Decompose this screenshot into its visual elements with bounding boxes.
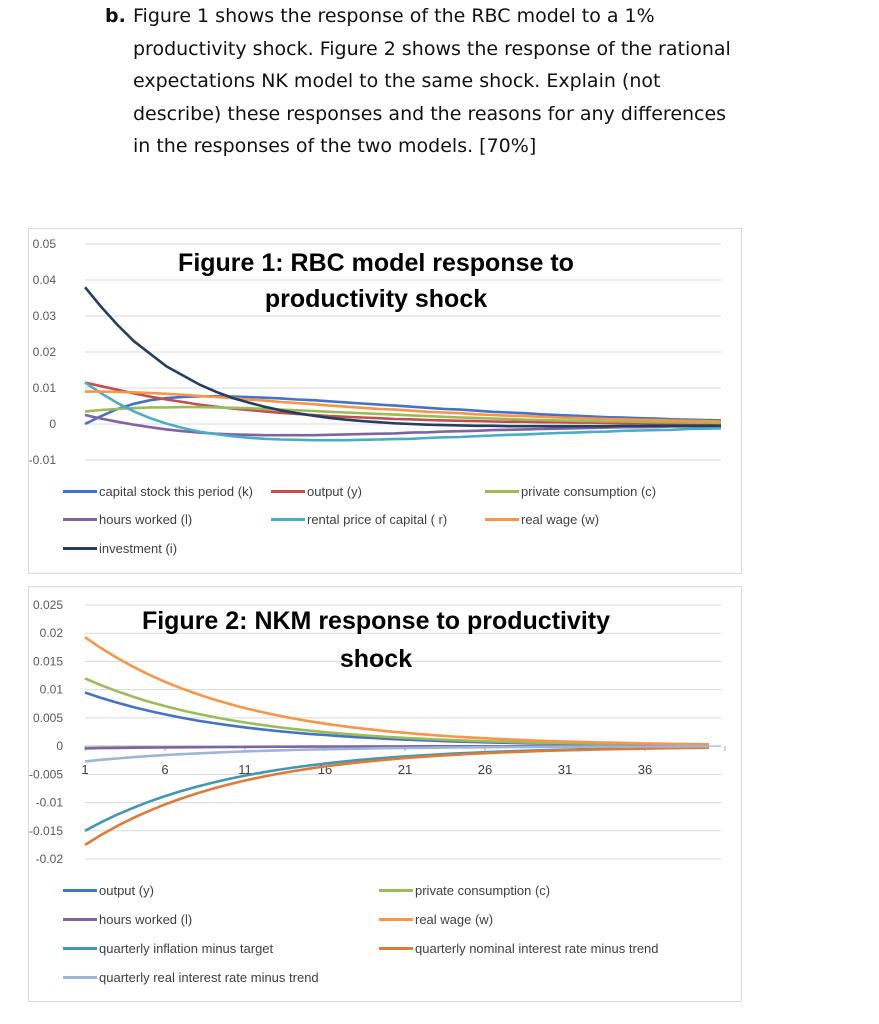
- y-tick-label: -0.01: [36, 796, 64, 810]
- series-line-6: [84, 745, 710, 763]
- x-tick-label: 1: [81, 762, 88, 777]
- legend-item: real wage (w): [379, 912, 493, 927]
- legend-swatch: [485, 518, 519, 521]
- legend-item: hours worked (l): [63, 912, 192, 927]
- legend-label: investment (i): [99, 541, 178, 556]
- legend-swatch: [379, 947, 413, 950]
- legend-swatch: [63, 918, 97, 921]
- legend-label: real wage (w): [521, 512, 600, 527]
- legend-swatch: [63, 947, 97, 950]
- figure-2-chart: 0.025 0.02 0.015 0.01 0.005 0 -0.005 -0.01 -0.01…: [28, 586, 742, 1002]
- series-line-4: [84, 381, 722, 442]
- chart-title: shock: [340, 645, 412, 673]
- legend-swatch: [271, 518, 305, 521]
- series-line-6: [83, 286, 721, 428]
- legend-swatch: [63, 976, 97, 979]
- legend-swatch: [63, 490, 97, 493]
- legend-item: quarterly inflation minus target: [63, 941, 273, 956]
- legend-swatch: [379, 918, 413, 921]
- y-tick-label: 0.05: [33, 237, 57, 251]
- chart-title: Figure 1: RBC model response to: [178, 249, 574, 277]
- legend-label: hours worked (l): [99, 512, 193, 527]
- question-line: expectations NK model to the same shock.…: [133, 70, 661, 92]
- legend-label: output (y): [99, 883, 154, 898]
- series-line-5: [85, 390, 722, 423]
- legend-label: real wage (w): [415, 912, 494, 927]
- legend-swatch: [63, 518, 97, 521]
- legend-label: rental price of capital ( r): [307, 512, 448, 527]
- question-line: in the responses of the two models. [70%…: [133, 135, 537, 157]
- series-line-2: [84, 405, 722, 425]
- chart-title: productivity shock: [265, 285, 487, 313]
- series-line-1: [84, 381, 722, 425]
- legend-item: private consumption (c): [379, 883, 550, 898]
- question-line: Figure 1 shows the response of the RBC m…: [133, 5, 655, 27]
- legend-label: output (y): [307, 484, 362, 499]
- y-tick-label: 0.025: [33, 598, 63, 612]
- series-line-1: [84, 677, 710, 747]
- y-tick-label: 0: [56, 739, 63, 753]
- y-tick-label: 0.04: [33, 273, 57, 287]
- legend-label: quarterly nominal interest rate minus tr…: [415, 941, 659, 956]
- y-tick-label: -0.02: [36, 852, 64, 866]
- x-tick-label: 21: [398, 762, 412, 777]
- y-tick-label: 0.02: [33, 345, 57, 359]
- y-tick-label: -0.01: [29, 453, 56, 467]
- y-tick-label: 0.005: [33, 711, 63, 725]
- legend-label: hours worked (l): [99, 912, 193, 927]
- legend-swatch: [379, 889, 413, 892]
- legend-swatch: [271, 490, 305, 493]
- legend-item: hours worked (l): [63, 512, 192, 527]
- question-text: Figure 1 shows the response of the RBC m…: [133, 0, 813, 163]
- legend-item: investment (i): [63, 541, 177, 556]
- y-tick-label: 0.03: [33, 309, 57, 323]
- legend-item: rental price of capital ( r): [271, 512, 447, 527]
- legend-item: output (y): [271, 484, 362, 499]
- question-line: productivity shock. Figure 2 shows the r…: [133, 37, 731, 60]
- legend-swatch: [63, 547, 97, 550]
- y-tick-label: 0.01: [33, 381, 57, 395]
- legend-label: quarterly real interest rate minus trend: [99, 970, 319, 985]
- x-tick-label: 26: [478, 762, 492, 777]
- legend-label: quarterly inflation minus target: [99, 941, 274, 956]
- y-tick-label: -0.005: [29, 767, 63, 781]
- legend-label: private consumption (c): [415, 883, 551, 898]
- legend-item: capital stock this period (k): [63, 484, 253, 499]
- chart-title: Figure 2: NKM response to productivity: [142, 607, 610, 635]
- series-line-3: [84, 636, 710, 746]
- legend-item: private consumption (c): [485, 484, 656, 499]
- figure-2-plot: 0.025 0.02 0.015 0.01 0.005 0 -0.005 -0.01 -0.01…: [29, 598, 726, 866]
- y-tick-label: 0.01: [40, 683, 64, 697]
- question-label: b.: [105, 5, 126, 27]
- x-tick-label: 6: [161, 762, 168, 777]
- y-tick-label: 0: [49, 417, 56, 431]
- x-tick-label: 11: [238, 762, 252, 777]
- legend-item: quarterly nominal interest rate minus tr…: [379, 941, 659, 956]
- legend-label: capital stock this period (k): [99, 484, 253, 499]
- legend-label: private consumption (c): [521, 484, 657, 499]
- legend-item: real wage (w): [485, 512, 599, 527]
- series-line-5: [84, 746, 710, 847]
- x-tick-label: 36: [638, 762, 652, 777]
- legend-swatch: [63, 889, 97, 892]
- legend-item: quarterly real interest rate minus trend: [63, 970, 319, 985]
- x-tick-label: 31: [558, 762, 572, 777]
- figure-1-plot: 0.05 0.04 0.03 0.02 0.01 0 -0.01 Figure 1: RBC …: [29, 237, 722, 467]
- y-tick-label: 0.015: [33, 654, 63, 668]
- series-line-3: [84, 413, 721, 437]
- question-line: describe) these responses and the reason…: [133, 102, 727, 125]
- legend-swatch: [485, 490, 519, 493]
- y-tick-label: 0.02: [40, 626, 64, 640]
- y-tick-label: -0.015: [29, 824, 63, 838]
- legend-item: output (y): [63, 883, 154, 898]
- figure-1-chart: 0.05 0.04 0.03 0.02 0.01 0 -0.01 Figure 1: RBC …: [28, 228, 742, 574]
